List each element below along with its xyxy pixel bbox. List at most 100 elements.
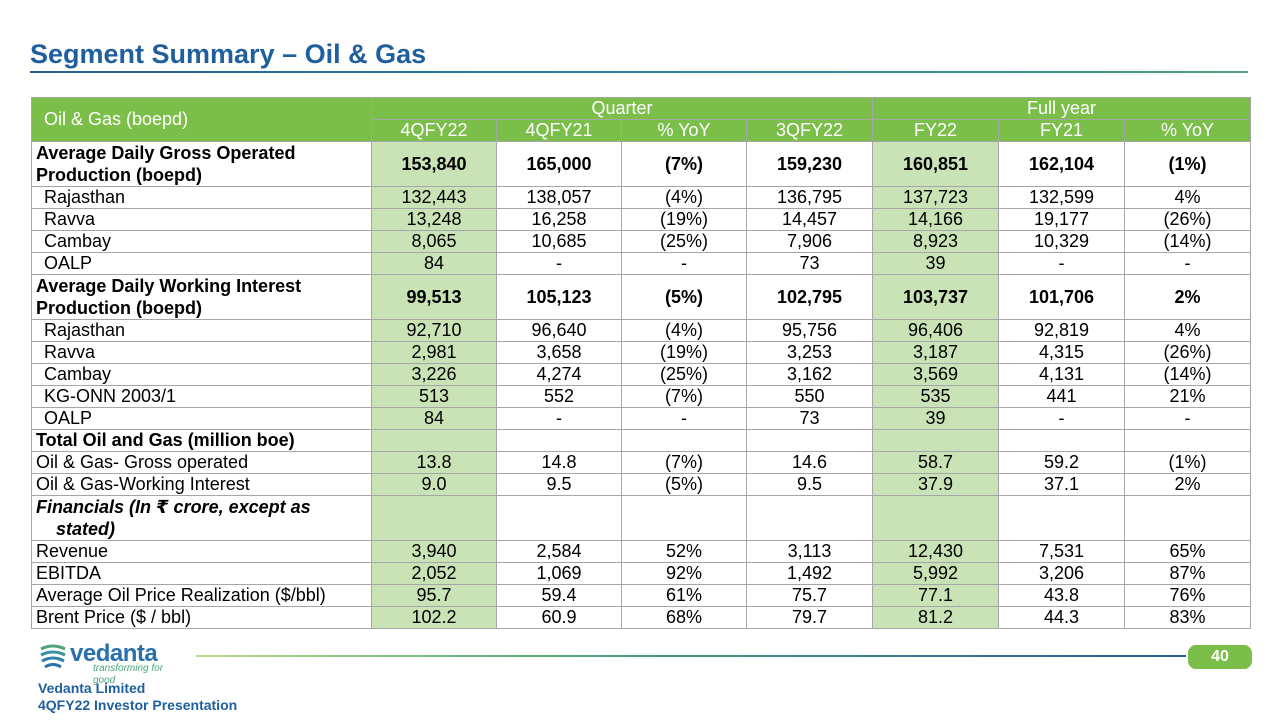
cell: 92% <box>621 562 747 585</box>
cell: 4,131 <box>998 363 1126 386</box>
row-label: Total Oil and Gas (million boe) <box>31 429 372 452</box>
cell: 76% <box>1124 584 1252 607</box>
cell: (19%) <box>621 208 747 231</box>
cell: 101,706 <box>998 274 1126 320</box>
cell: 3,162 <box>745 363 874 386</box>
cell: 16,258 <box>496 208 622 231</box>
cell: (1%) <box>1124 451 1252 474</box>
cell: 3,113 <box>745 540 874 563</box>
table-row: Financials (In ₹ crore, except as stated… <box>31 495 1252 541</box>
cell: 7,531 <box>998 540 1126 563</box>
cell: 7,906 <box>745 230 874 253</box>
table-row: OALP 84 - - 73 39 - - <box>31 407 1252 430</box>
row-label: Rajasthan <box>31 186 372 209</box>
cell: (5%) <box>621 473 747 496</box>
cell: - <box>496 407 622 430</box>
cell: 132,599 <box>998 186 1126 209</box>
cell: 552 <box>496 385 622 408</box>
cell: - <box>998 252 1126 275</box>
cell: 60.9 <box>496 606 622 629</box>
cell <box>872 429 1000 452</box>
column-header: % YoY <box>1124 119 1252 142</box>
cell: 102,795 <box>745 274 874 320</box>
cell: 14,457 <box>745 208 874 231</box>
table-row: Cambay 8,065 10,685 (25%) 7,906 8,923 10… <box>31 230 1252 253</box>
cell: 39 <box>872 407 1000 430</box>
cell: 165,000 <box>496 141 622 187</box>
title-divider <box>30 71 1248 73</box>
cell: 79.7 <box>745 606 874 629</box>
cell: 9.0 <box>371 473 497 496</box>
cell: 3,187 <box>872 341 1000 364</box>
cell: - <box>1124 252 1252 275</box>
cell: 77.1 <box>872 584 1000 607</box>
cell <box>621 495 747 541</box>
cell: 43.8 <box>998 584 1126 607</box>
cell <box>745 429 874 452</box>
table-row: Average Daily Gross Operated Production … <box>31 141 1252 187</box>
cell: 44.3 <box>998 606 1126 629</box>
row-label: Brent Price ($ / bbl) <box>31 606 372 629</box>
cell: 14,166 <box>872 208 1000 231</box>
cell: 3,253 <box>745 341 874 364</box>
cell: 10,329 <box>998 230 1126 253</box>
cell: 1,492 <box>745 562 874 585</box>
cell: 105,123 <box>496 274 622 320</box>
cell: (7%) <box>621 141 747 187</box>
cell: 137,723 <box>872 186 1000 209</box>
cell: 3,226 <box>371 363 497 386</box>
cell: 2,981 <box>371 341 497 364</box>
row-label: Average Daily Working Interest Productio… <box>31 274 372 320</box>
cell: 441 <box>998 385 1126 408</box>
cell: 95.7 <box>371 584 497 607</box>
cell <box>998 429 1126 452</box>
cell: 84 <box>371 252 497 275</box>
cell: (14%) <box>1124 230 1252 253</box>
row-label: KG-ONN 2003/1 <box>31 385 372 408</box>
cell: 39 <box>872 252 1000 275</box>
cell <box>621 429 747 452</box>
cell: (7%) <box>621 451 747 474</box>
table-row: Oil & Gas- Gross operated 13.8 14.8 (7%)… <box>31 451 1252 474</box>
table-row: Total Oil and Gas (million boe) <box>31 429 1252 452</box>
table-row: Average Daily Working Interest Productio… <box>31 274 1252 320</box>
cell: (4%) <box>621 319 747 342</box>
cell <box>496 495 622 541</box>
footer-company: Vedanta Limited <box>38 680 146 696</box>
cell: 2,584 <box>496 540 622 563</box>
cell: (26%) <box>1124 341 1252 364</box>
cell: 153,840 <box>371 141 497 187</box>
cell <box>371 429 497 452</box>
cell: 92,819 <box>998 319 1126 342</box>
cell: 10,685 <box>496 230 622 253</box>
row-label: OALP <box>31 252 372 275</box>
cell: 2% <box>1124 473 1252 496</box>
table-row: Average Oil Price Realization ($/bbl) 95… <box>31 584 1252 607</box>
cell: 3,940 <box>371 540 497 563</box>
vedanta-logo: vedanta transforming for good <box>38 641 188 686</box>
column-header: FY21 <box>998 119 1126 142</box>
cell: 81.2 <box>872 606 1000 629</box>
cell: (26%) <box>1124 208 1252 231</box>
cell: 19,177 <box>998 208 1126 231</box>
vedanta-mark-icon <box>40 644 66 669</box>
cell: 162,104 <box>998 141 1126 187</box>
footer-presentation: 4QFY22 Investor Presentation <box>38 697 238 713</box>
cell: 95,756 <box>745 319 874 342</box>
table-row: Brent Price ($ / bbl) 102.2 60.9 68% 79.… <box>31 606 1252 629</box>
cell: 2% <box>1124 274 1252 320</box>
column-header: % YoY <box>621 119 747 142</box>
cell: 37.1 <box>998 473 1126 496</box>
cell: 9.5 <box>496 473 622 496</box>
cell: (4%) <box>621 186 747 209</box>
cell: 52% <box>621 540 747 563</box>
cell: 8,065 <box>371 230 497 253</box>
table-row: Ravva 2,981 3,658 (19%) 3,253 3,187 4,31… <box>31 341 1252 364</box>
cell: 14.8 <box>496 451 622 474</box>
cell: 9.5 <box>745 473 874 496</box>
table-row: Rajasthan 132,443 138,057 (4%) 136,795 1… <box>31 186 1252 209</box>
cell <box>496 429 622 452</box>
oil-gas-segment-table: Oil & Gas (boepd) Quarter Full year 4QFY… <box>31 97 1252 629</box>
row-label: Oil & Gas-Working Interest <box>31 473 372 496</box>
cell: (25%) <box>621 363 747 386</box>
